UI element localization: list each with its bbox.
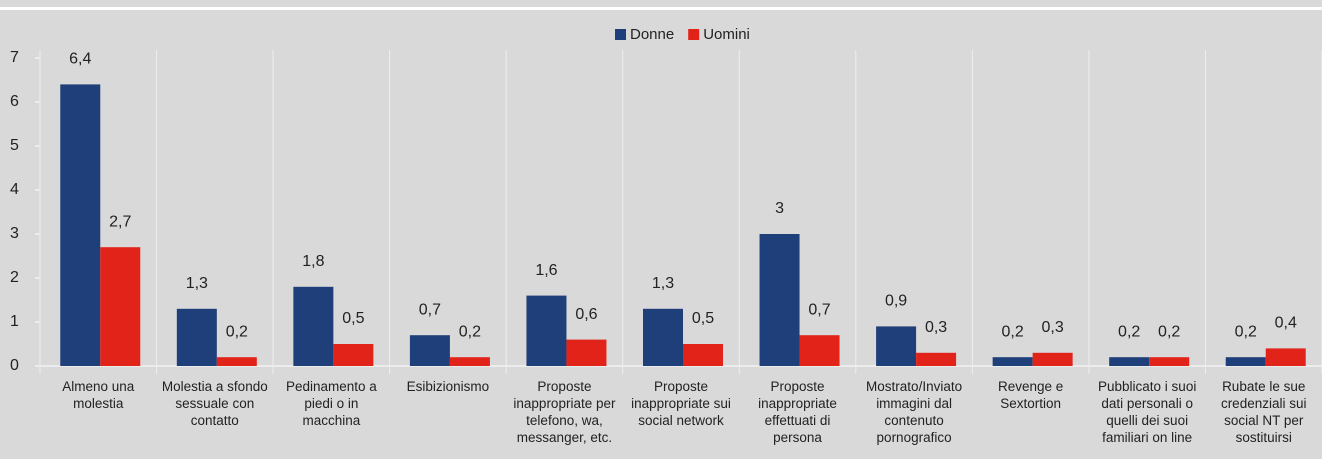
x-tick-label: Esibizionismo [406,379,490,394]
data-label: 1,3 [186,275,208,292]
bar [759,234,800,366]
x-tick-label: Pedinamento a piedi o in macchina [285,379,377,428]
y-tick-label: 7 [10,49,19,66]
legend-swatch [688,29,700,40]
bar [876,326,917,366]
bar [293,286,334,366]
data-label: 0,2 [1158,323,1180,340]
bar [566,339,607,366]
x-tick-label: Pubblicato i suoi dati personali o quell… [1098,379,1197,445]
x-tick-label: Proposte inappropriate sui social networ… [631,379,731,428]
data-label: 0,6 [575,306,597,323]
legend-label: Donne [630,26,674,43]
bar [1265,348,1306,366]
data-label: 2,7 [109,213,131,230]
x-tick-label: Revenge e Sextortion [997,379,1064,411]
y-tick-label: 3 [10,225,19,242]
bar [916,352,957,366]
y-tick-label: 2 [10,269,19,286]
data-label: 0,2 [226,323,248,340]
data-label: 0,2 [1118,323,1140,340]
data-label: 0,9 [885,293,907,310]
data-label: 0,5 [692,310,714,327]
bar [992,357,1033,366]
bar [333,344,374,366]
legend-label: Uomini [703,26,750,43]
x-tick-label: Molestia a sfondo sessuale con contatto [161,379,268,428]
data-label: 0,7 [808,301,830,318]
bar [60,84,101,367]
x-tick-label: Proposte inappropriate effettuati di per… [758,379,837,445]
data-label: 0,3 [925,319,947,336]
y-tick-label: 0 [10,357,19,374]
x-tick-label: Rubate le sue credenziali sui social NT … [1220,379,1307,445]
bar [799,335,840,366]
data-label: 0,2 [459,323,481,340]
bar [449,357,490,366]
data-label: 0,4 [1275,315,1297,332]
data-label: 6,4 [69,51,91,68]
bar [643,308,683,366]
legend-swatch [615,29,626,40]
x-tick-label: Mostrato/Inviato immagini dal contenuto … [866,379,963,445]
data-label: 3 [775,200,784,217]
x-tick-label: Proposte inappropriate per telefono, wa,… [513,379,616,445]
data-label: 1,3 [652,275,674,292]
y-tick-label: 5 [10,137,19,154]
bar [526,295,567,366]
y-tick-label: 6 [10,93,19,110]
bar [1032,352,1073,366]
x-tick-label: Almeno una molestia [62,379,135,411]
data-label: 1,6 [535,262,557,279]
bar [176,308,217,366]
data-label: 0,2 [1002,323,1024,340]
bar [216,357,257,366]
data-label: 0,5 [342,310,364,327]
y-tick-label: 4 [10,181,19,198]
bar [1109,357,1150,366]
data-label: 0,2 [1235,323,1257,340]
data-label: 1,8 [302,253,324,270]
y-tick-label: 1 [10,313,19,330]
bar [1149,357,1190,366]
bar [1225,357,1266,366]
bar [409,335,450,366]
data-label: 0,3 [1042,319,1064,336]
bar [100,247,141,366]
bar [683,344,723,366]
top-rule [0,7,1322,10]
data-label: 0,7 [419,301,441,318]
